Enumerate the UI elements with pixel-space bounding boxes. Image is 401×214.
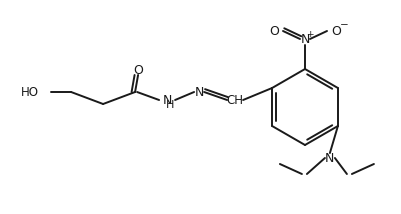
Text: +: + <box>306 30 313 39</box>
Text: HO: HO <box>21 86 39 98</box>
Text: N: N <box>300 33 309 46</box>
Text: −: − <box>339 20 348 30</box>
Text: O: O <box>330 24 340 37</box>
Text: N: N <box>162 94 171 107</box>
Text: N: N <box>324 152 334 165</box>
Text: CH: CH <box>226 94 243 107</box>
Text: O: O <box>133 64 143 76</box>
Text: N: N <box>194 86 203 98</box>
Text: H: H <box>166 100 174 110</box>
Text: O: O <box>268 24 278 37</box>
